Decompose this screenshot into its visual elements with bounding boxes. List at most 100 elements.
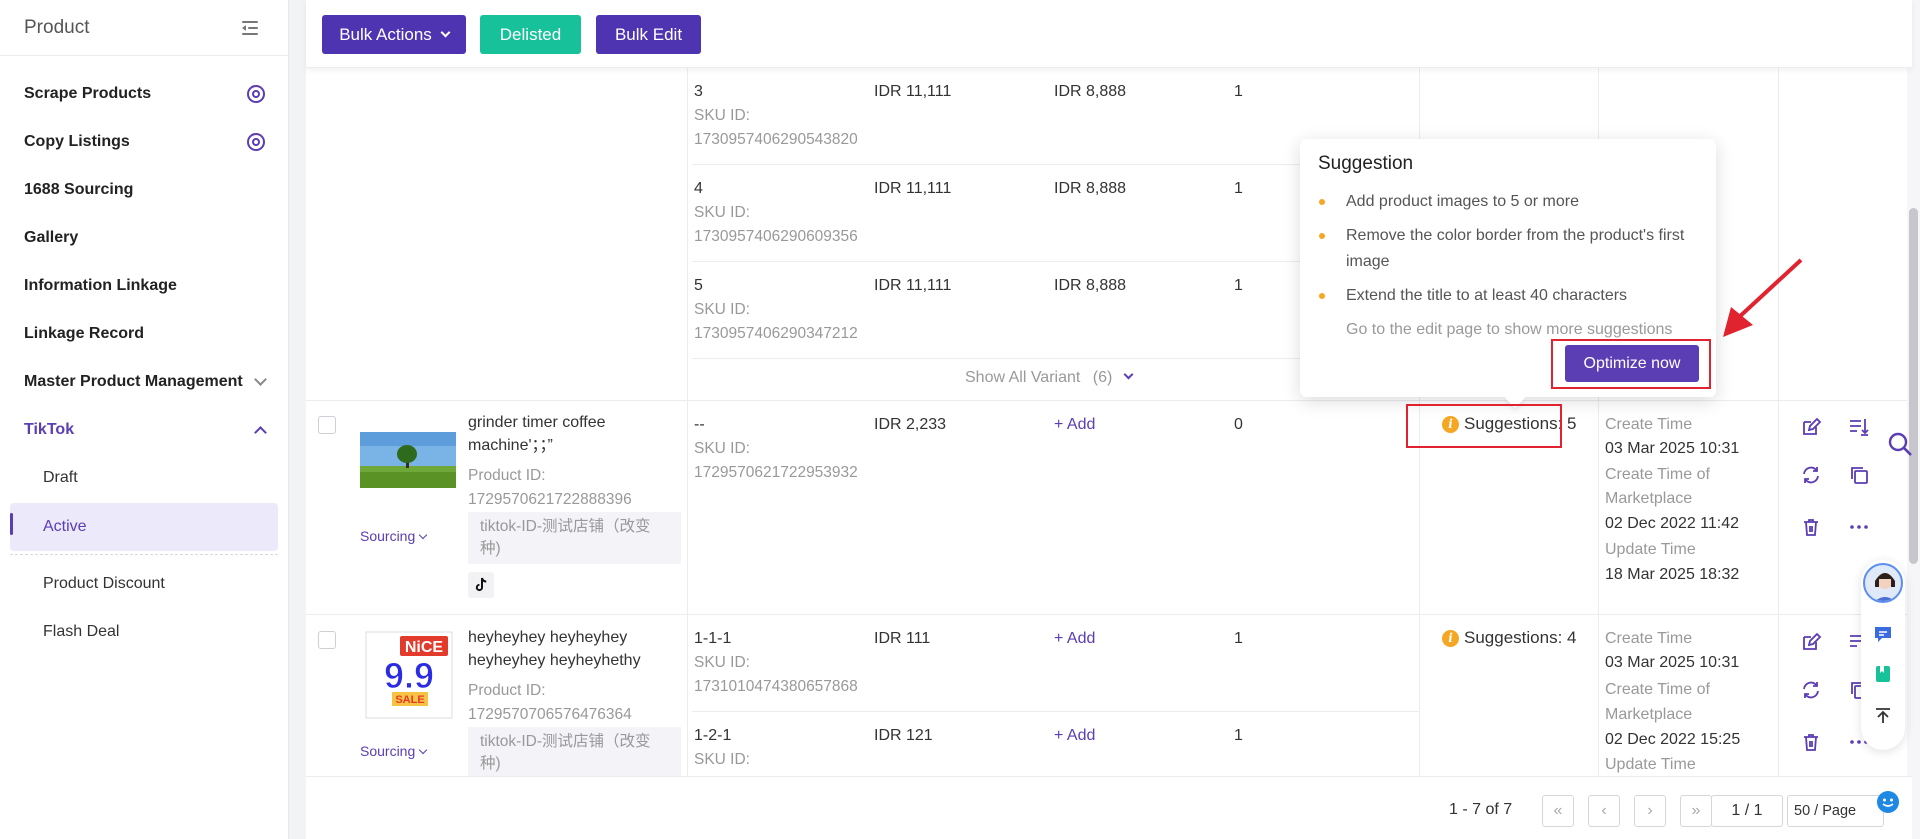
more-icon[interactable] bbox=[1848, 516, 1870, 538]
search-icon[interactable] bbox=[1886, 430, 1914, 458]
sidebar-item-linkage-record[interactable]: Linkage Record bbox=[0, 314, 289, 354]
time-label: Marketplace bbox=[1605, 490, 1693, 507]
product-thumbnail[interactable] bbox=[360, 432, 456, 488]
page-size-select[interactable]: 50 / Page bbox=[1787, 795, 1884, 827]
optimize-now-button[interactable]: Optimize now bbox=[1565, 345, 1699, 382]
feedback-icon[interactable] bbox=[1873, 624, 1893, 644]
time-value: 03 Mar 2025 10:31 bbox=[1605, 440, 1740, 457]
prev-page-icon[interactable]: ‹ bbox=[1588, 795, 1620, 827]
edit-icon[interactable] bbox=[1800, 416, 1822, 438]
sidebar-title: Product bbox=[24, 16, 90, 38]
sidebar-item-tiktok[interactable]: TikTok bbox=[0, 410, 289, 450]
sku-label: SKU ID: bbox=[694, 301, 750, 318]
time-label: Create Time of bbox=[1605, 466, 1710, 483]
time-label: Create Time bbox=[1605, 416, 1693, 433]
row-checkbox[interactable] bbox=[318, 416, 336, 434]
collapse-menu-icon[interactable] bbox=[242, 20, 262, 36]
suggestions-badge[interactable]: i Suggestions: 4 bbox=[1442, 628, 1576, 648]
row-checkbox[interactable] bbox=[318, 631, 336, 649]
sidebar-item-label: Master Product Management bbox=[24, 373, 243, 390]
main-content: Bulk Actions Delisted Bulk Edit 3 SKU ID… bbox=[306, 0, 1912, 839]
back-to-top-icon[interactable] bbox=[1873, 706, 1893, 726]
more-suggestions-text: Go to the edit page to show more suggest… bbox=[1346, 321, 1673, 338]
pagination-bar: 1 - 7 of 7 « ‹ › » 1 / 1 50 / Page bbox=[306, 776, 1912, 839]
time-label: Update Time bbox=[1605, 756, 1696, 773]
sidebar-item-copy-listings[interactable]: Copy Listings bbox=[0, 122, 289, 162]
chat-support-icon[interactable] bbox=[1876, 790, 1900, 814]
variant-sale-price: IDR 8,888 bbox=[1054, 83, 1127, 100]
tiktok-icon bbox=[468, 572, 494, 598]
product-id-label: Product ID: bbox=[468, 467, 546, 484]
show-all-variants-link[interactable]: Show All Variant (6) bbox=[965, 366, 1134, 390]
list-sort-icon[interactable] bbox=[1848, 631, 1870, 653]
thumb-text-mid: 9.9 bbox=[384, 655, 434, 696]
add-sale-price-link[interactable]: + Add bbox=[1054, 416, 1096, 433]
last-page-icon[interactable]: » bbox=[1680, 795, 1712, 827]
suggestions-count: Suggestions: 5 bbox=[1464, 414, 1577, 433]
variant-price: IDR 11,111 bbox=[874, 83, 952, 100]
edit-icon[interactable] bbox=[1800, 631, 1822, 653]
copy-icon[interactable] bbox=[1848, 464, 1870, 486]
delisted-button[interactable]: Delisted bbox=[480, 15, 581, 54]
time-label: Update Time bbox=[1605, 541, 1696, 558]
sync-icon[interactable] bbox=[1800, 464, 1822, 486]
bulk-actions-button[interactable]: Bulk Actions bbox=[322, 15, 466, 54]
product-thumbnail[interactable]: NiCE 9.9 SALE bbox=[364, 630, 454, 720]
product-id: 1729570706576476364 bbox=[468, 706, 632, 723]
row-divider bbox=[692, 164, 1419, 165]
bulk-edit-button[interactable]: Bulk Edit bbox=[596, 15, 701, 54]
sidebar-header: Product bbox=[0, 0, 288, 56]
sidebar-item-draft[interactable]: Draft bbox=[0, 458, 289, 498]
suggestion-item: Extend the title to at least 40 characte… bbox=[1319, 283, 1686, 309]
thumb-text-top: NiCE bbox=[405, 639, 444, 656]
sourcing-dropdown[interactable]: Sourcing bbox=[360, 528, 428, 544]
suggestions-count: Suggestions: 4 bbox=[1464, 628, 1577, 647]
delete-icon[interactable] bbox=[1800, 516, 1822, 538]
sidebar-item-scrape-products[interactable]: Scrape Products bbox=[0, 74, 289, 114]
sidebar-item-active[interactable]: Active bbox=[10, 503, 278, 551]
product-title[interactable]: grinder timer coffee machine'；；” bbox=[468, 414, 606, 454]
chevron-down-icon bbox=[1123, 369, 1134, 380]
variant-name: 1-1-1 bbox=[694, 630, 732, 647]
gear-icon[interactable] bbox=[247, 133, 265, 151]
page-input[interactable]: 1 / 1 bbox=[1711, 795, 1783, 827]
sidebar-item-master-product-management[interactable]: Master Product Management bbox=[0, 362, 289, 402]
sidebar-item-information-linkage[interactable]: Information Linkage bbox=[0, 266, 289, 306]
sidebar-item-label: Active bbox=[43, 518, 87, 535]
delisted-label: Delisted bbox=[499, 24, 562, 44]
first-page-icon[interactable]: « bbox=[1542, 795, 1574, 827]
popover-title: Suggestion bbox=[1318, 153, 1414, 174]
sidebar-item-label: Product Discount bbox=[43, 575, 165, 592]
time-label: Create Time bbox=[1605, 630, 1693, 647]
gear-icon[interactable] bbox=[247, 85, 265, 103]
variant-price: IDR 2,233 bbox=[874, 416, 947, 433]
delete-icon[interactable] bbox=[1800, 731, 1822, 753]
sidebar-item-gallery[interactable]: Gallery bbox=[0, 218, 289, 258]
variant-stock: 1 bbox=[1234, 727, 1243, 744]
sync-icon[interactable] bbox=[1800, 679, 1822, 701]
avatar[interactable] bbox=[1863, 563, 1903, 603]
info-icon: i bbox=[1442, 415, 1459, 433]
add-sale-price-link[interactable]: + Add bbox=[1054, 630, 1096, 647]
sidebar-item-flash-deal[interactable]: Flash Deal bbox=[0, 612, 289, 652]
sidebar-item-label: Flash Deal bbox=[43, 623, 120, 640]
variant-stock: 1 bbox=[1234, 180, 1243, 197]
next-page-icon[interactable]: › bbox=[1634, 795, 1666, 827]
suggestions-badge[interactable]: i Suggestions: 5 bbox=[1442, 414, 1576, 434]
suggestion-popover: Suggestion Add product images to 5 or mo… bbox=[1300, 139, 1716, 397]
add-sale-price-link[interactable]: + Add bbox=[1054, 727, 1096, 744]
sidebar-item-label: TikTok bbox=[24, 421, 75, 438]
product-title[interactable]: heyheyhey heyheyhey heyheyhey heyheyheth… bbox=[468, 629, 641, 669]
scrollbar-thumb[interactable] bbox=[1909, 208, 1918, 564]
list-sort-icon[interactable] bbox=[1848, 416, 1870, 438]
show-all-label: Show All Variant bbox=[965, 369, 1081, 386]
sidebar-item-product-discount[interactable]: Product Discount bbox=[0, 564, 289, 604]
variant-sale-price: IDR 8,888 bbox=[1054, 277, 1127, 294]
sku-id: 1731010474380657868 bbox=[694, 678, 858, 695]
book-icon[interactable] bbox=[1873, 664, 1893, 684]
vertical-scrollbar[interactable] bbox=[1907, 0, 1920, 839]
sourcing-dropdown[interactable]: Sourcing bbox=[360, 743, 428, 759]
product-id-label: Product ID: bbox=[468, 682, 546, 699]
time-value: 03 Mar 2025 10:31 bbox=[1605, 654, 1740, 671]
sidebar-item-1688-sourcing[interactable]: 1688 Sourcing bbox=[0, 170, 289, 210]
